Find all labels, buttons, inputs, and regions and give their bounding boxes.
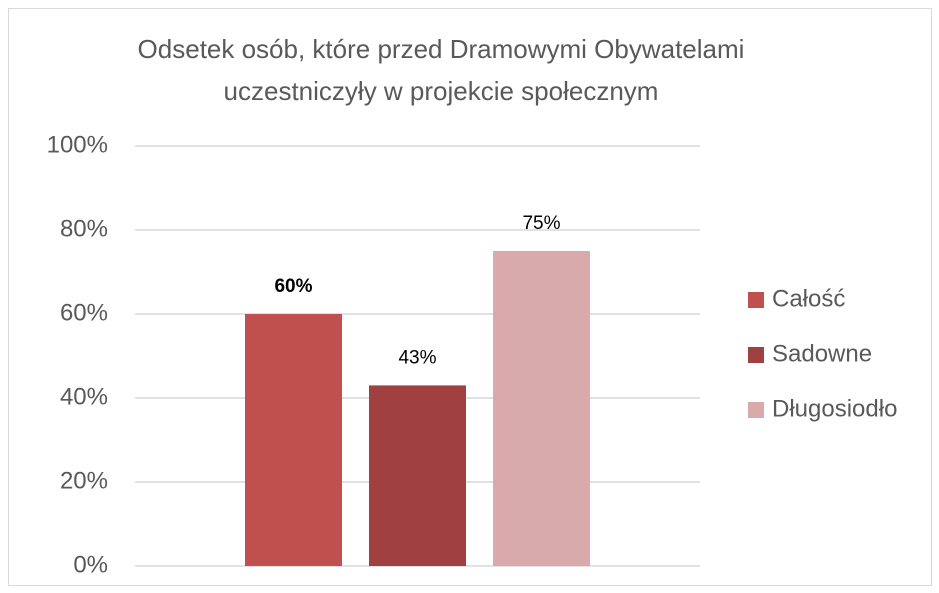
bar [369, 385, 466, 566]
legend-swatch [748, 347, 764, 363]
y-tick-label: 80% [60, 215, 108, 242]
legend-label: Sadowne [772, 340, 872, 367]
y-tick-label: 0% [73, 551, 108, 578]
data-label: 43% [398, 347, 436, 368]
data-label: 60% [274, 276, 312, 297]
y-tick-label: 100% [47, 131, 108, 158]
y-tick-label: 40% [60, 383, 108, 410]
legend-label: Długosiodło [772, 395, 897, 422]
bar [245, 314, 342, 566]
data-label: 75% [522, 213, 560, 234]
y-tick-label: 60% [60, 299, 108, 326]
y-tick-label: 20% [60, 467, 108, 494]
legend-swatch [748, 292, 764, 308]
chart-title: Odsetek osób, które przed Dramowymi Obyw… [137, 34, 745, 106]
legend-swatch [748, 402, 764, 418]
chart-border [8, 8, 932, 586]
legend-label: Całość [772, 285, 845, 312]
bar [493, 251, 590, 566]
